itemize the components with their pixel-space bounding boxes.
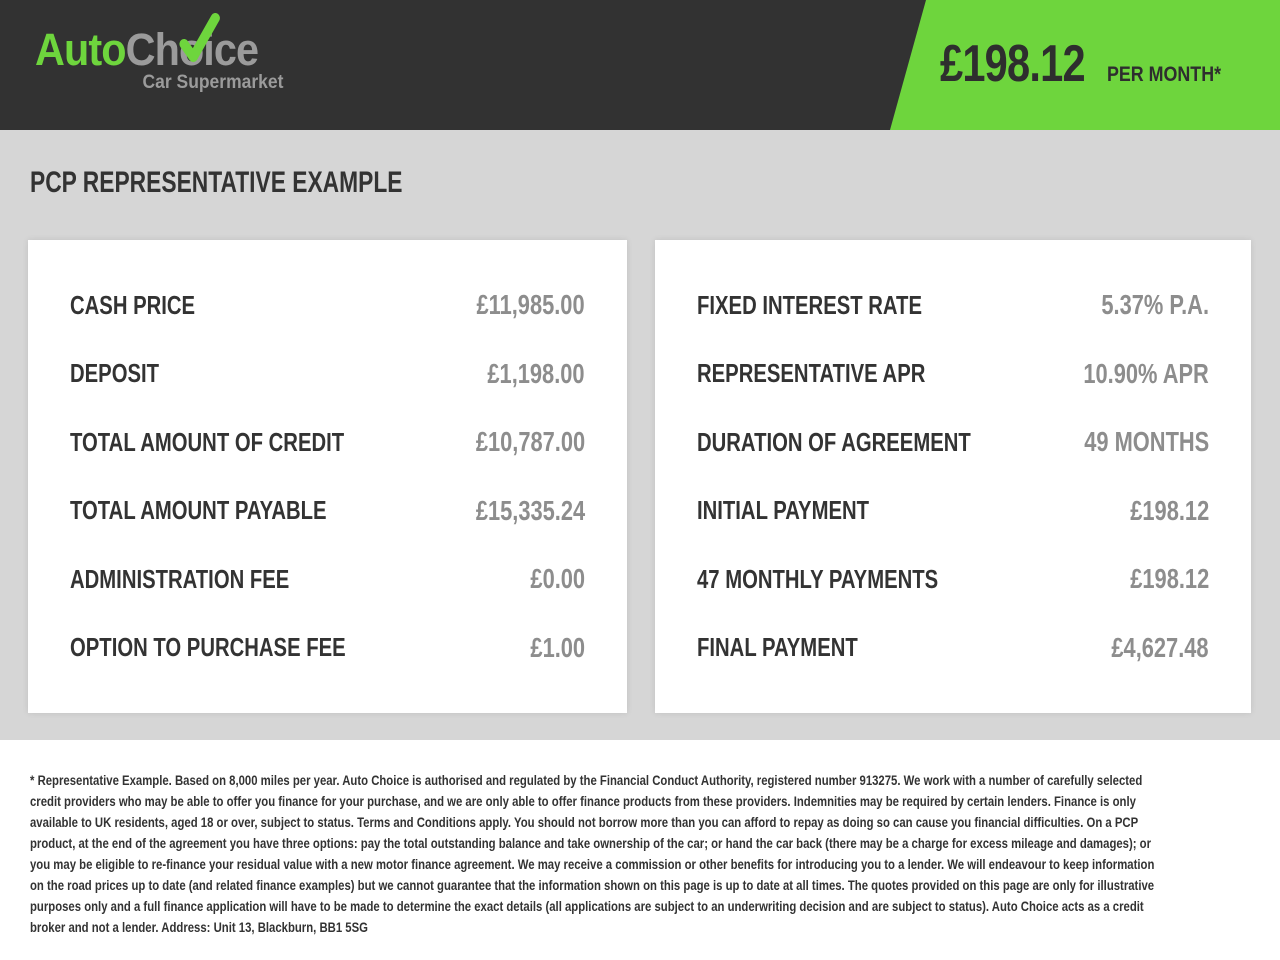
finance-value: £11,985.00 bbox=[476, 289, 585, 321]
finance-card-left: CASH PRICE £11,985.00 DEPOSIT £1,198.00 … bbox=[28, 240, 627, 713]
finance-row-cash-price: CASH PRICE £11,985.00 bbox=[70, 271, 585, 340]
finance-value: £0.00 bbox=[530, 563, 585, 595]
footer-bar: * Representative Example. Based on 8,000… bbox=[0, 740, 1280, 960]
price-badge: £198.12 PER MONTH* bbox=[890, 0, 1280, 130]
finance-row-interest-rate: FIXED INTEREST RATE 5.37% P.A. bbox=[697, 271, 1209, 340]
finance-label: DEPOSIT bbox=[70, 358, 160, 389]
finance-row-apr: REPRESENTATIVE APR 10.90% APR bbox=[697, 340, 1209, 409]
finance-row-option-fee: OPTION TO PURCHASE FEE £1.00 bbox=[70, 614, 585, 683]
checkmark-icon bbox=[179, 13, 220, 62]
finance-label: REPRESENTATIVE APR bbox=[697, 358, 926, 389]
finance-label: OPTION TO PURCHASE FEE bbox=[70, 632, 346, 663]
finance-row-initial-payment: INITIAL PAYMENT £198.12 bbox=[697, 477, 1209, 546]
finance-value: £1.00 bbox=[530, 631, 585, 663]
page-title: PCP REPRESENTATIVE EXAMPLE bbox=[30, 166, 403, 199]
finance-value: 10.90% APR bbox=[1083, 357, 1209, 389]
finance-card-right: FIXED INTEREST RATE 5.37% P.A. REPRESENT… bbox=[655, 240, 1251, 713]
finance-label: TOTAL AMOUNT PAYABLE bbox=[70, 495, 327, 526]
finance-label: FINAL PAYMENT bbox=[697, 632, 858, 663]
finance-label: CASH PRICE bbox=[70, 289, 196, 320]
finance-row-final-payment: FINAL PAYMENT £4,627.48 bbox=[697, 614, 1209, 683]
finance-label: TOTAL AMOUNT OF CREDIT bbox=[70, 426, 345, 457]
finance-row-monthly-payments: 47 MONTHLY PAYMENTS £198.12 bbox=[697, 545, 1209, 614]
logo-text-green: Auto bbox=[35, 24, 127, 75]
finance-row-deposit: DEPOSIT £1,198.00 bbox=[70, 340, 585, 409]
autochoice-logo: AutoChoice Car Supermarket bbox=[35, 13, 284, 94]
finance-value: £15,335.24 bbox=[475, 494, 585, 526]
finance-value: 5.37% P.A. bbox=[1101, 289, 1209, 321]
logo-tagline: Car Supermarket bbox=[142, 72, 284, 93]
finance-row-total-credit: TOTAL AMOUNT OF CREDIT £10,787.00 bbox=[70, 408, 585, 477]
monthly-price-period: PER MONTH* bbox=[1106, 63, 1222, 86]
finance-value: 49 MONTHS bbox=[1084, 426, 1209, 458]
finance-row-admin-fee: ADMINISTRATION FEE £0.00 bbox=[70, 545, 585, 614]
finance-row-duration: DURATION OF AGREEMENT 49 MONTHS bbox=[697, 408, 1209, 477]
logo-wordmark: AutoChoice bbox=[35, 13, 283, 76]
finance-label: INITIAL PAYMENT bbox=[697, 495, 870, 526]
finance-label: ADMINISTRATION FEE bbox=[70, 563, 290, 594]
finance-value: £198.12 bbox=[1130, 494, 1209, 526]
finance-value: £4,627.48 bbox=[1111, 631, 1209, 663]
legal-disclaimer-text: * Representative Example. Based on 8,000… bbox=[30, 773, 1155, 935]
finance-label: FIXED INTEREST RATE bbox=[697, 289, 922, 320]
monthly-price: £198.12 bbox=[940, 35, 1086, 93]
finance-row-total-payable: TOTAL AMOUNT PAYABLE £15,335.24 bbox=[70, 477, 585, 546]
finance-label: 47 MONTHLY PAYMENTS bbox=[697, 563, 939, 594]
finance-value: £1,198.00 bbox=[487, 357, 585, 389]
finance-label: DURATION OF AGREEMENT bbox=[697, 426, 971, 457]
header-bar: AutoChoice Car Supermarket £198.12 PER M… bbox=[0, 0, 1280, 130]
finance-value: £10,787.00 bbox=[475, 426, 585, 458]
finance-value: £198.12 bbox=[1130, 563, 1209, 595]
